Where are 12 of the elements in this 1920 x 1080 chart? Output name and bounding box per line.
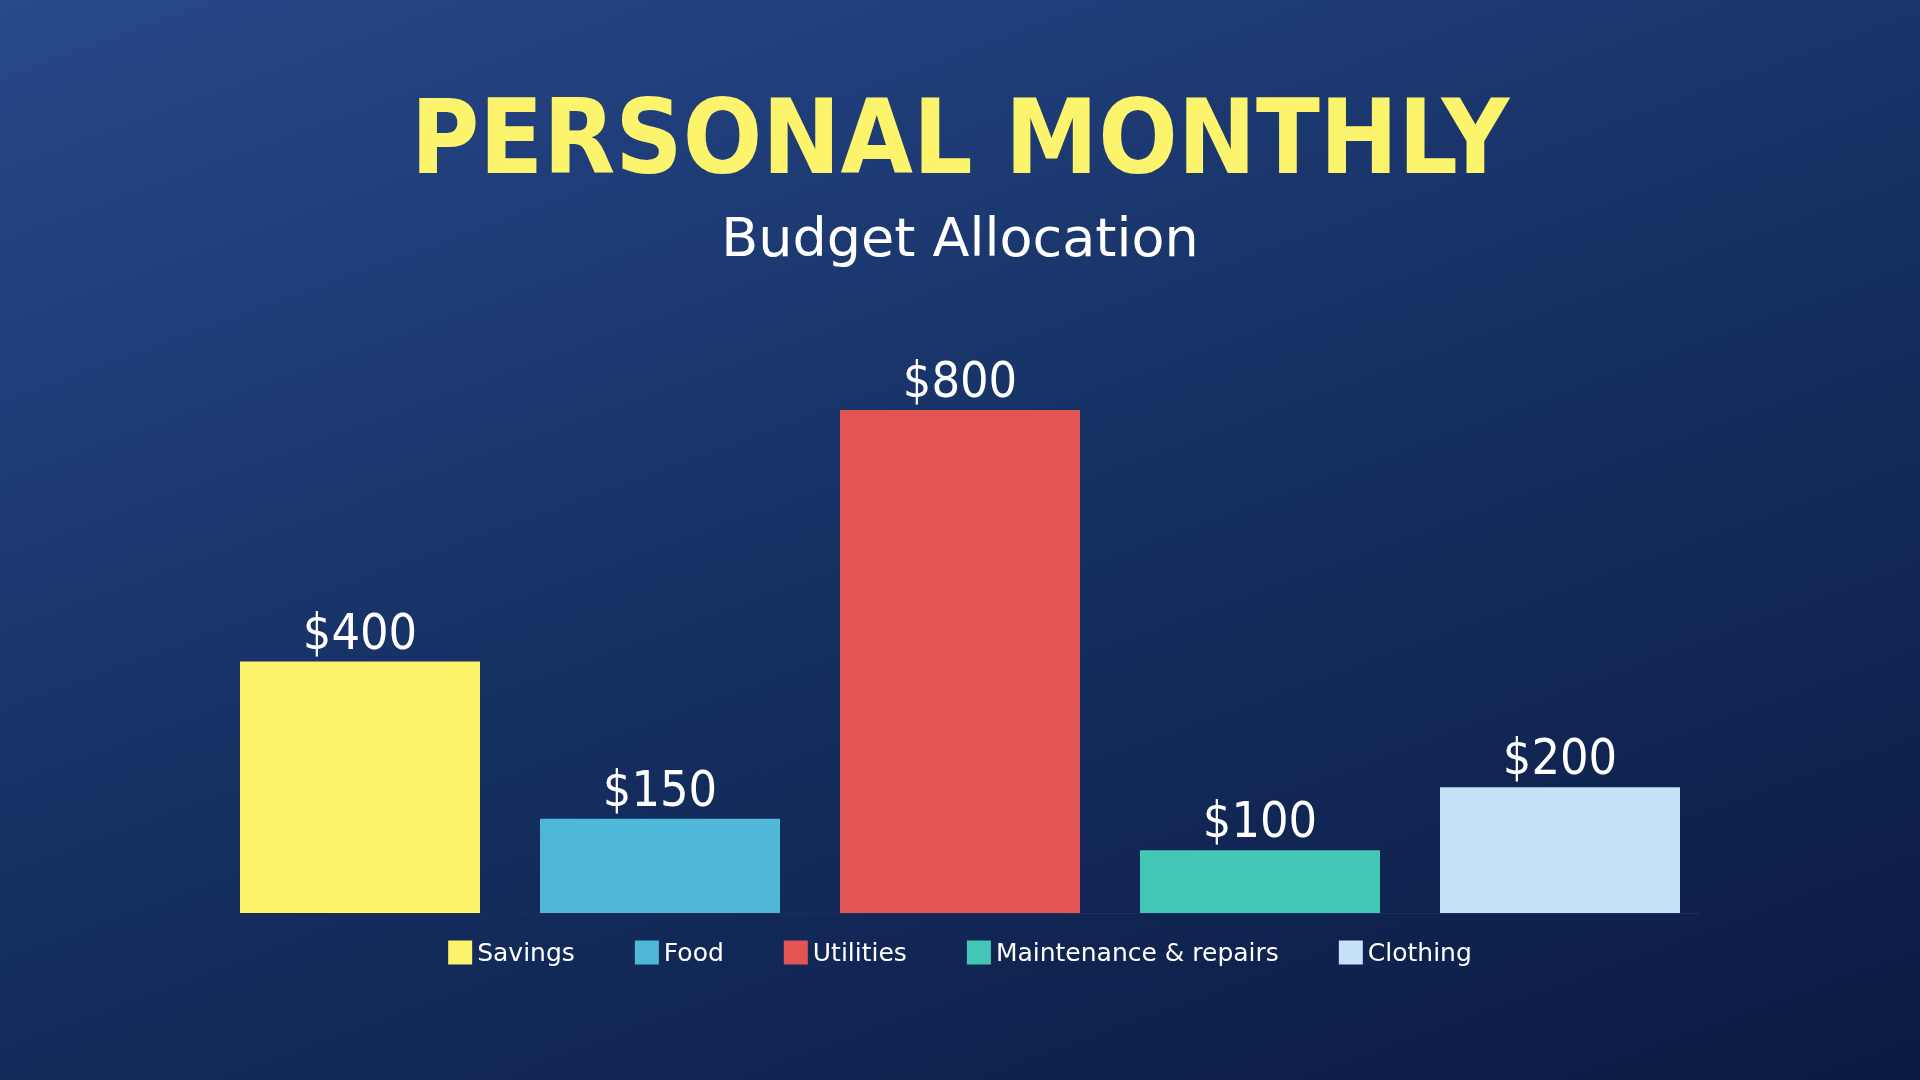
legend-label: Utilities <box>812 938 907 967</box>
chart-subtitle: Budget Allocation <box>721 205 1199 269</box>
legend-label: Maintenance & repairs <box>995 938 1279 967</box>
data-label: $800 <box>902 351 1018 409</box>
data-label: $100 <box>1202 791 1318 850</box>
data-label: $400 <box>302 602 418 661</box>
legend-label: Savings <box>477 938 575 967</box>
data-label: $150 <box>602 759 718 818</box>
data-label: $200 <box>1502 728 1618 787</box>
legend-label: Food <box>663 938 724 967</box>
chart-title: PERSONAL MONTHLY <box>410 76 1511 198</box>
legend-label: Clothing <box>1367 938 1472 967</box>
